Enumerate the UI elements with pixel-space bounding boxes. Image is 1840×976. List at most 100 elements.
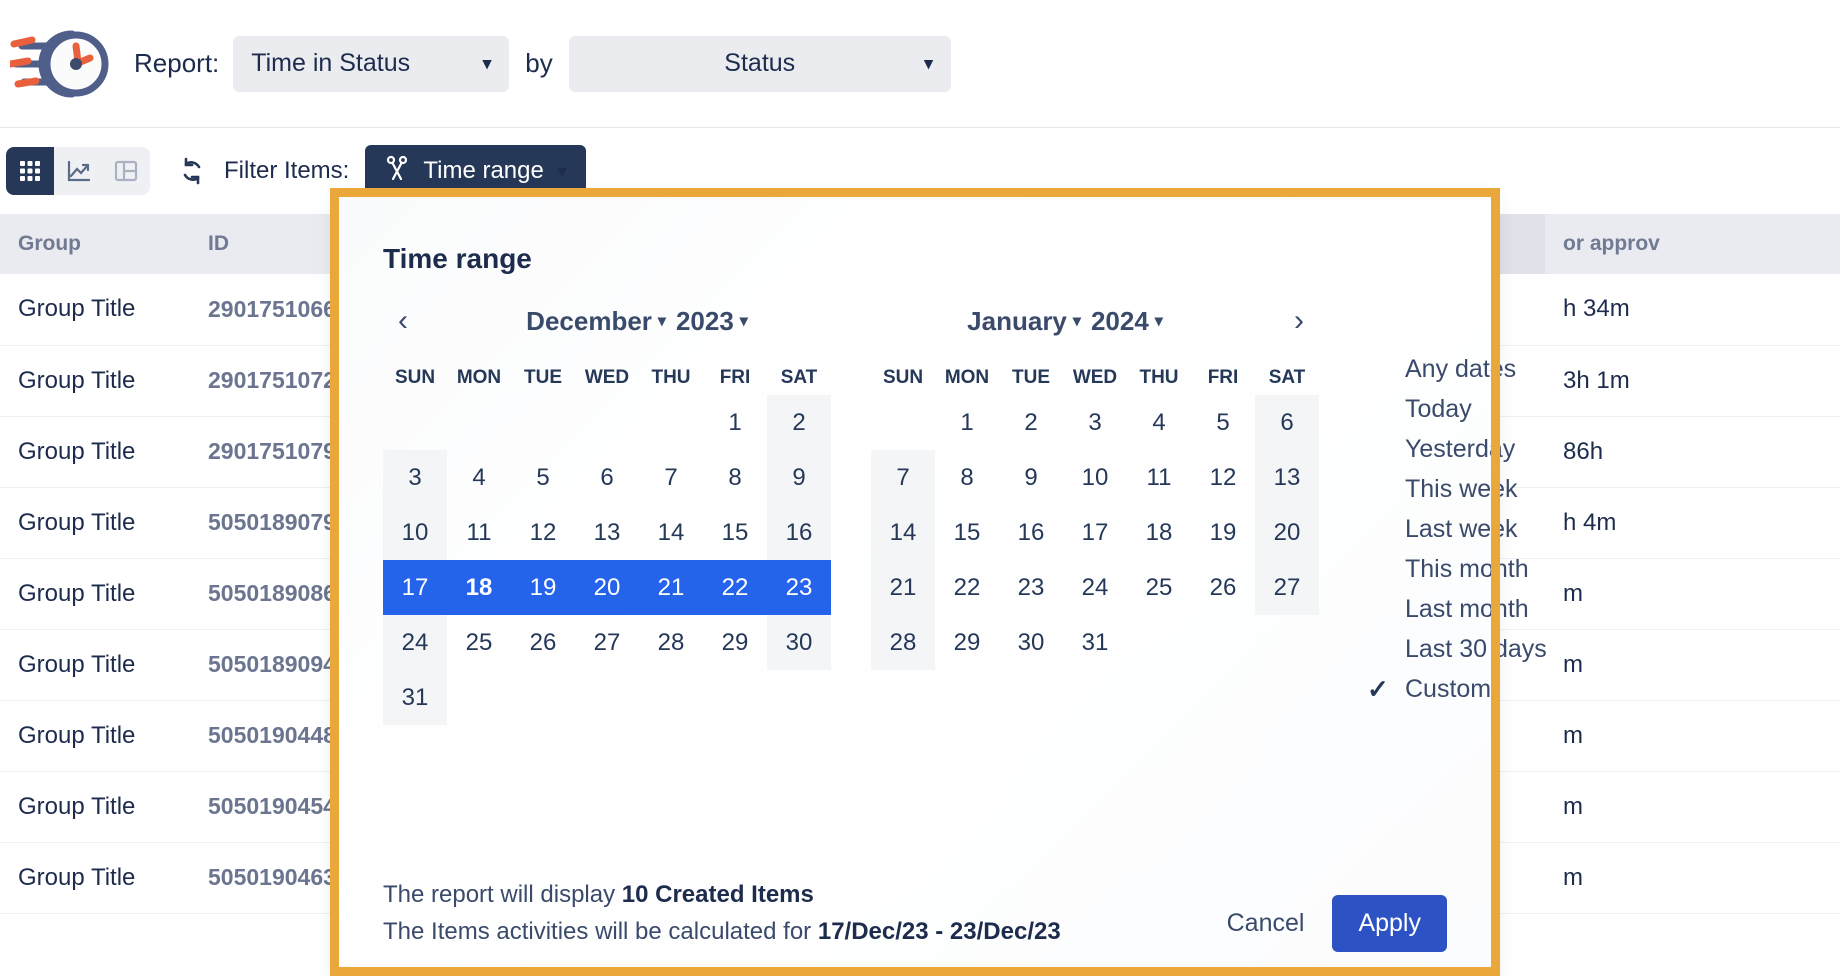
apply-button[interactable]: Apply [1332,895,1447,952]
calendar-day[interactable]: 5 [536,463,550,491]
calendar-day[interactable]: 10 [383,505,447,560]
calendar-day[interactable]: 4 [472,463,486,491]
calendar-day[interactable]: 9 [1024,463,1038,491]
calendar-day[interactable]: 15 [721,518,749,546]
calendar-day[interactable]: 27 [1255,560,1319,615]
calendar-day[interactable]: 17 [383,560,447,615]
group-by-select[interactable]: Status ▾ [568,35,951,92]
preset-list: Any dates Today Yesterday This week Last wee… [1319,295,1547,725]
calendar-day[interactable]: 25 [465,628,493,656]
preset-item[interactable]: Today [1367,389,1547,429]
calendar-day[interactable]: 2 [1024,408,1038,436]
preset-item[interactable]: This week [1367,469,1547,509]
preset-item[interactable]: This month [1367,549,1547,589]
calendar-day[interactable]: 26 [1209,573,1237,601]
calendar-day[interactable]: 29 [721,628,749,656]
footer-line-1: The report will display 10 Created Items [383,876,1447,913]
next-month-button[interactable]: › [1294,304,1304,337]
preset-item[interactable]: Yesterday [1367,429,1547,469]
preset-item[interactable]: Last 30 days [1367,629,1547,669]
report-topbar: Report: Time in Status ▾ by Status ▾ [0,0,1840,128]
calendar-day[interactable]: 7 [664,463,678,491]
calendar-day[interactable]: 11 [466,518,492,546]
calendar-day[interactable]: 23 [767,560,831,615]
calendar-day[interactable]: 22 [703,560,767,615]
calendar-day[interactable]: 27 [593,628,621,656]
preset-item[interactable]: Last week [1367,509,1547,549]
calendar-day[interactable]: 4 [1152,408,1166,436]
calendar-day[interactable]: 2 [767,395,831,450]
left-month-dropdown[interactable]: December ▾ [526,306,666,337]
calendar-day[interactable]: 16 [767,505,831,560]
calendar-day[interactable]: 25 [1145,573,1173,601]
cell-approval-time: m [1545,629,1840,701]
calendar-day[interactable]: 10 [1081,463,1109,491]
calendar-day[interactable]: 3 [1088,408,1102,436]
calendar-day[interactable]: 11 [1146,463,1172,491]
weekday-header-row: SUN MON TUE WED THU FRI SAT SUN MON TUE WED THU FRI… [383,367,1319,389]
calendar-day[interactable]: 7 [871,450,935,505]
calendar-day[interactable]: 12 [529,518,557,546]
calendar-day[interactable]: 5 [1216,408,1230,436]
calendar-day[interactable]: 21 [871,560,935,615]
calendar-day[interactable]: 8 [960,463,974,491]
calendar-day[interactable]: 14 [657,518,685,546]
calendar-day[interactable]: 19 [511,560,575,615]
preset-item[interactable]: ✓ Custom [1367,669,1547,709]
calendar-day[interactable]: 1 [960,408,974,436]
calendar-day[interactable]: 17 [1081,518,1109,546]
time-range-button[interactable]: Time range ▾ [365,145,587,197]
calendar-day[interactable]: 18 [447,560,511,615]
chart-view-icon[interactable] [54,147,102,195]
grid-view-icon[interactable] [6,147,54,195]
calendar-day[interactable]: 16 [1017,518,1045,546]
calendar-day[interactable]: 20 [1255,505,1319,560]
calendar-day[interactable]: 20 [575,560,639,615]
calendar-day[interactable]: 13 [1255,450,1319,505]
report-type-select[interactable]: Time in Status ▾ [233,35,510,92]
cell-group: Group Title [0,345,190,417]
calendar-day[interactable]: 24 [383,615,447,670]
calendar-day[interactable]: 13 [593,518,621,546]
calendar-day[interactable]: 26 [529,628,557,656]
calendar-day[interactable]: 1 [728,408,742,436]
calendar-day[interactable]: 6 [600,463,614,491]
calendar-day[interactable]: 28 [657,628,685,656]
right-month-dropdown[interactable]: January ▾ [967,306,1081,337]
weekday-label: SAT [1268,367,1306,388]
calendar-day[interactable]: 28 [871,615,935,670]
right-year-dropdown[interactable]: 2024 ▾ [1091,306,1163,337]
refresh-icon[interactable] [176,155,208,187]
left-year-dropdown[interactable]: 2023 ▾ [676,306,748,337]
column-header-approval[interactable]: or approv [1545,214,1840,274]
calendar-day[interactable]: 19 [1209,518,1237,546]
popover-title: Time range [383,243,532,274]
calendar-day[interactable]: 15 [953,518,981,546]
preset-item[interactable]: Last month [1367,589,1547,629]
calendar-day[interactable]: 3 [383,450,447,505]
prev-month-button[interactable]: ‹ [398,304,408,337]
footer-actions: Cancel Apply [1209,895,1447,952]
cancel-button[interactable]: Cancel [1209,899,1323,948]
calendar-day[interactable]: 31 [1081,628,1109,656]
calendar-day[interactable]: 23 [1017,573,1045,601]
calendar-day[interactable]: 30 [1017,628,1045,656]
column-header-group[interactable]: Group [0,214,190,274]
chevron-down-icon: ▾ [739,313,748,330]
calendar-day[interactable]: 29 [953,628,981,656]
calendar-day[interactable]: 22 [953,573,981,601]
preset-item[interactable]: Any dates [1367,349,1547,389]
calendar-day[interactable]: 12 [1209,463,1237,491]
calendar-day[interactable]: 8 [728,463,742,491]
calendar-day[interactable]: 30 [767,615,831,670]
calendar-day[interactable]: 21 [639,560,703,615]
calendar-day[interactable]: 14 [871,505,935,560]
calendar-day[interactable]: 18 [1145,518,1173,546]
table-view-icon[interactable] [102,147,150,195]
footer-line1-text: The report will display [383,880,622,908]
calendar-day[interactable]: 31 [383,670,447,725]
calendar-day[interactable]: 9 [767,450,831,505]
calendar-day[interactable]: 6 [1255,395,1319,450]
calendar-day[interactable]: 24 [1081,573,1109,601]
